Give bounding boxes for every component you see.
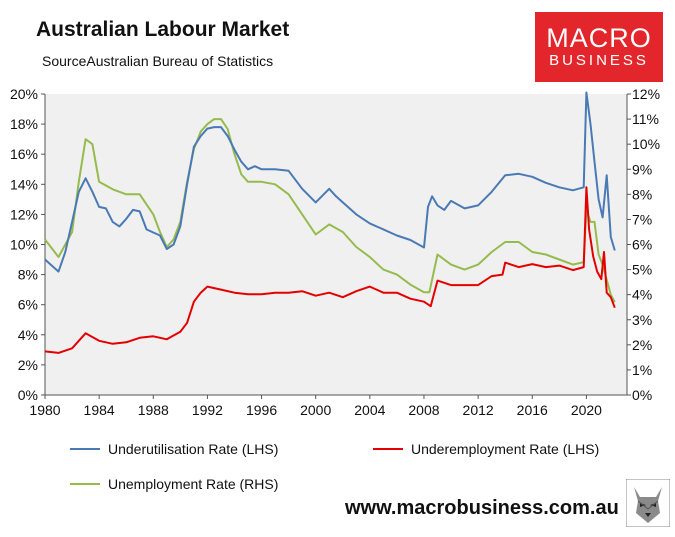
legend-label: Underutilisation Rate (LHS) [108, 441, 279, 457]
right-tick-label: 1% [632, 362, 652, 378]
series-line-underemployment [44, 186, 616, 354]
logo-line1: MACRO [546, 23, 652, 53]
plot-area [45, 94, 627, 395]
right-tick-label: 8% [632, 186, 652, 202]
right-tick-label: 7% [632, 211, 652, 227]
left-tick-label: 12% [10, 206, 38, 222]
macrobusiness-logo: MACRO BUSINESS [535, 12, 663, 82]
x-tick-label: 2008 [408, 402, 439, 418]
left-tick-label: 2% [18, 357, 38, 373]
legend-item-underutilisation: Underutilisation Rate (LHS) [70, 441, 278, 457]
right-tick-label: 2% [632, 337, 652, 353]
x-tick-label: 1996 [246, 402, 277, 418]
left-tick-label: 10% [10, 237, 38, 253]
left-tick-label: 14% [10, 176, 38, 192]
right-tick-label: 5% [632, 262, 652, 278]
x-tick-label: 2016 [517, 402, 548, 418]
right-tick-label: 3% [632, 312, 652, 328]
chart-title: Australian Labour Market [36, 18, 290, 41]
chart-source: SourceAustralian Bureau of Statistics [42, 53, 274, 69]
right-tick-label: 10% [632, 136, 660, 152]
x-tick-label: 2004 [354, 402, 385, 418]
x-tick-label: 1984 [84, 402, 115, 418]
legend-label: Unemployment Rate (RHS) [108, 476, 279, 492]
website-url: www.macrobusiness.com.au [345, 497, 619, 519]
right-tick-label: 9% [632, 161, 652, 177]
right-tick-label: 12% [632, 86, 660, 102]
logo-line2: BUSINESS [549, 52, 649, 69]
right-tick-label: 0% [632, 387, 652, 403]
x-tick-label: 2012 [463, 402, 494, 418]
legend-swatch [373, 447, 403, 451]
x-tick-label: 1980 [29, 402, 60, 418]
left-tick-label: 0% [18, 387, 38, 403]
left-tick-label: 8% [18, 267, 38, 283]
wolf-logo-icon [626, 479, 670, 527]
left-tick-label: 6% [18, 297, 38, 313]
x-tick-label: 1992 [192, 402, 223, 418]
left-tick-label: 18% [10, 116, 38, 132]
legend-swatch [70, 482, 100, 486]
right-tick-label: 4% [632, 287, 652, 303]
right-tick-label: 11% [632, 111, 659, 127]
series-line-underutilisation [44, 91, 616, 273]
legend-swatch [70, 447, 100, 451]
x-tick-label: 2020 [571, 402, 602, 418]
left-tick-label: 16% [10, 146, 38, 162]
legend-item-unemployment: Unemployment Rate (RHS) [70, 476, 278, 492]
left-tick-label: 4% [18, 327, 38, 343]
x-tick-label: 2000 [300, 402, 331, 418]
series-line-unemployment [44, 118, 616, 303]
legend-item-underemployment: Underemployment Rate (LHS) [373, 441, 599, 457]
legend-label: Underemployment Rate (LHS) [411, 441, 600, 457]
right-tick-label: 6% [632, 237, 652, 253]
x-tick-label: 1988 [138, 402, 169, 418]
left-tick-label: 20% [10, 86, 38, 102]
